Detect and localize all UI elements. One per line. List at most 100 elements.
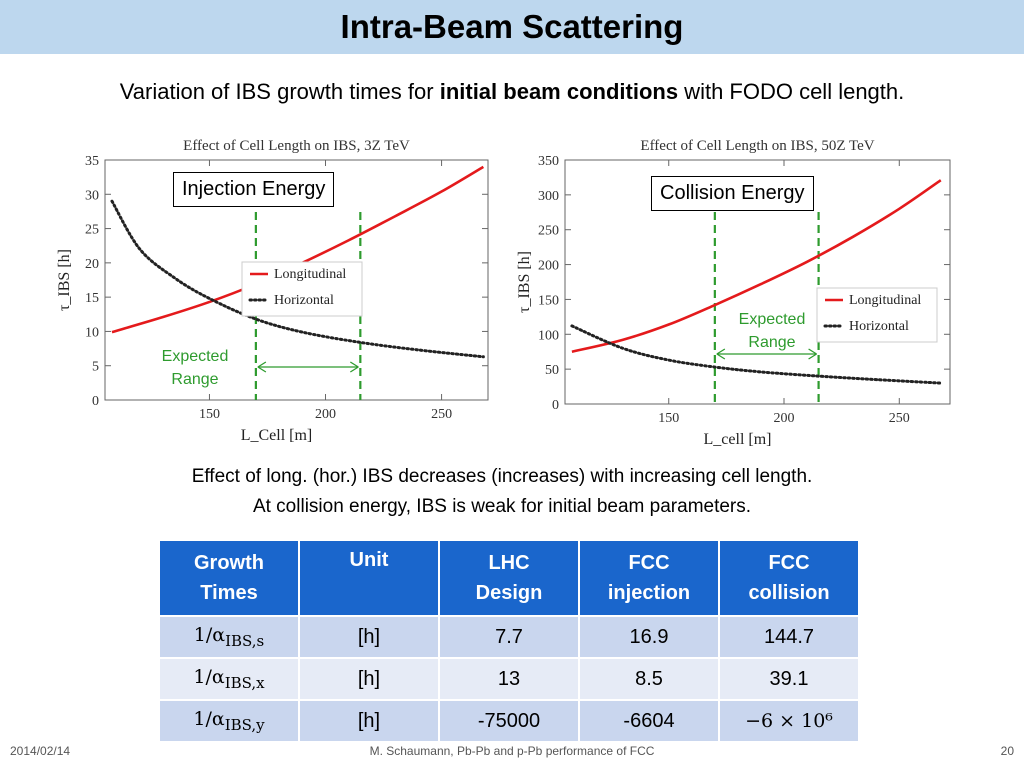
- table-row: 1/αIBS,s [h] 7.7 16.9 144.7: [158, 615, 860, 659]
- chart-collision: Effect of Cell Length on IBS, 50Z TeV 0 50…: [505, 130, 1005, 455]
- legend-box: [241, 261, 363, 317]
- legend: Longitudinal Horizontal: [816, 287, 938, 343]
- y-tick-label: 15: [85, 291, 99, 306]
- arrow-head-right: [349, 361, 359, 373]
- quantity-cell: 1/αIBS,x: [158, 657, 300, 701]
- expected-label-line1: Expected: [161, 348, 229, 365]
- y-tick-label: 10: [85, 325, 99, 340]
- collision-energy-callout: Collision Energy: [651, 176, 814, 211]
- footer-date: 2014/02/14: [10, 744, 71, 758]
- fcc-collision-cell: 144.7: [718, 615, 860, 659]
- series-line-longitudinal: [571, 179, 942, 353]
- arrow-head-left: [257, 361, 267, 373]
- series-line-horizontal: [570, 324, 943, 385]
- header-line: Times: [200, 582, 258, 604]
- expected-label-line2: Range: [748, 334, 796, 351]
- y-tick-label: 100: [538, 328, 559, 343]
- quantity-cell: 1/αIBS,y: [158, 699, 300, 743]
- x-tick-label: 250: [431, 407, 452, 422]
- x-tick-label: 250: [889, 411, 910, 426]
- y-axis-label: τ_IBS [h]: [56, 249, 73, 311]
- x-tick-label: 150: [658, 411, 679, 426]
- lhc-cell: -75000: [438, 699, 580, 743]
- legend-label: Longitudinal: [274, 267, 346, 282]
- unit-cell: [h]: [298, 699, 440, 743]
- y-tick-label: 0: [92, 394, 99, 409]
- header-line: Unit: [349, 549, 389, 571]
- quantity-symbol: 1/α: [193, 666, 225, 688]
- growth-times-table: Growth Times Unit LHC Design FCC injection …: [158, 539, 860, 743]
- header-line: FCC: [768, 552, 810, 574]
- lhc-cell: 13: [438, 657, 580, 701]
- footer-center: M. Schaumann, Pb-Pb and p-Pb performance…: [369, 744, 655, 758]
- expected-label-line2: Range: [171, 371, 219, 388]
- header-line: Growth: [194, 552, 264, 574]
- quantity-subscript: IBS,x: [224, 674, 265, 692]
- table-header-row: Growth Times Unit LHC Design FCC injection …: [158, 539, 860, 617]
- y-axis-label: τ_IBS [h]: [516, 251, 533, 313]
- subtitle-bold: initial beam conditions: [439, 79, 679, 104]
- y-tick-label: 250: [538, 224, 559, 239]
- x-tick-label: 200: [774, 411, 795, 426]
- subtitle-pre: Variation of IBS growth times for: [119, 79, 440, 104]
- header-growth-times: Growth Times: [158, 539, 300, 617]
- chart-collision-svg: Effect of Cell Length on IBS, 50Z TeV 0 50…: [516, 138, 951, 448]
- expected-range-label-injection: Expected Range: [150, 345, 240, 391]
- y-tick-label: 35: [85, 154, 99, 169]
- arrow-head-right: [808, 348, 817, 360]
- unit-cell: [h]: [298, 615, 440, 659]
- header-fcc-collision: FCC collision: [718, 539, 860, 617]
- lhc-cell: 7.7: [438, 615, 580, 659]
- legend-label: Horizontal: [849, 319, 909, 334]
- quantity-symbol: 1/α: [193, 708, 225, 730]
- injection-energy-callout: Injection Energy: [173, 172, 335, 207]
- fcc-injection-cell: 16.9: [578, 615, 720, 659]
- quantity-subscript: IBS,s: [225, 632, 265, 650]
- x-tick-label: 150: [199, 407, 220, 422]
- expected-label-line1: Expected: [738, 311, 806, 328]
- fcc-collision-cell: 39.1: [718, 657, 860, 701]
- y-tick-label: 200: [538, 259, 559, 274]
- plot-frame: [104, 159, 489, 401]
- quantity-symbol: 1/α: [193, 624, 226, 646]
- table-row: 1/αIBS,y [h] -75000 -6604 −6 × 10⁶: [158, 699, 860, 743]
- caption-line1: Effect of long. (hor.) IBS decreases (in…: [191, 466, 813, 487]
- fcc-injection-cell: 8.5: [578, 657, 720, 701]
- slide-title: Intra-Beam Scattering: [340, 8, 684, 45]
- y-tick-label: 25: [85, 223, 99, 238]
- legend-label: Horizontal: [274, 293, 334, 308]
- unit-cell: [h]: [298, 657, 440, 701]
- y-tick-label: 350: [538, 154, 559, 169]
- quantity-subscript: IBS,y: [224, 716, 265, 734]
- header-line: injection: [607, 582, 691, 604]
- fcc-collision-cell: −6 × 10⁶: [718, 699, 860, 743]
- y-tick-label: 150: [538, 293, 559, 308]
- series-line-horizontal: [110, 199, 485, 359]
- plot-frame: [564, 159, 951, 405]
- y-tick-label: 20: [85, 257, 99, 272]
- y-tick-label: 30: [85, 188, 99, 203]
- arrow-head-left: [716, 348, 726, 360]
- legend-label: Longitudinal: [849, 293, 921, 308]
- header-line: LHC: [488, 552, 530, 574]
- expected-range-label-collision: Expected Range: [726, 308, 818, 354]
- header-lhc-design: LHC Design: [438, 539, 580, 617]
- chart-title: Effect of Cell Length on IBS, 50Z TeV: [640, 138, 874, 154]
- header-line: collision: [748, 582, 830, 604]
- legend: Longitudinal Horizontal: [241, 261, 363, 317]
- slide-subtitle: Variation of IBS growth times for initia…: [0, 79, 1024, 105]
- legend-box: [816, 287, 938, 343]
- header-line: FCC: [628, 552, 670, 574]
- table-row: 1/αIBS,x [h] 13 8.5 39.1: [158, 657, 860, 701]
- header-unit: Unit: [298, 539, 440, 617]
- caption-line2: At collision energy, IBS is weak for ini…: [252, 496, 752, 517]
- subtitle-post: with FODO cell length.: [678, 79, 905, 104]
- chart-title: Effect of Cell Length on IBS, 3Z TeV: [183, 138, 410, 154]
- y-tick-label: 50: [545, 363, 559, 378]
- quantity-cell: 1/αIBS,s: [158, 615, 300, 659]
- footer-page: 20: [1000, 744, 1014, 758]
- x-axis-label: L_cell [m]: [704, 431, 772, 448]
- y-tick-label: 5: [92, 360, 99, 375]
- header-line: Design: [475, 582, 543, 604]
- y-tick-label: 0: [552, 398, 559, 413]
